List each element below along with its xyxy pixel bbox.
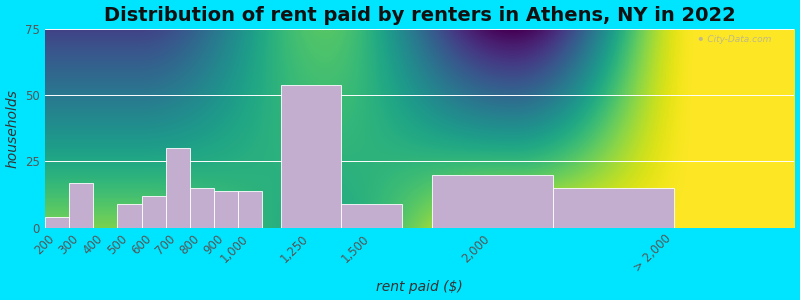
Bar — [432, 175, 553, 228]
Y-axis label: households: households — [6, 89, 19, 168]
Bar — [190, 188, 214, 228]
Bar — [214, 190, 238, 228]
Bar — [341, 204, 402, 228]
Bar — [45, 217, 69, 228]
Bar — [118, 204, 142, 228]
Bar — [238, 190, 262, 228]
Bar — [281, 85, 341, 228]
Bar — [553, 188, 674, 228]
Bar — [166, 148, 190, 228]
Text: ⚫ City-Data.com: ⚫ City-Data.com — [697, 35, 771, 44]
X-axis label: rent paid ($): rent paid ($) — [376, 280, 463, 294]
Bar — [69, 183, 94, 228]
Title: Distribution of rent paid by renters in Athens, NY in 2022: Distribution of rent paid by renters in … — [104, 6, 735, 25]
Bar — [142, 196, 166, 228]
